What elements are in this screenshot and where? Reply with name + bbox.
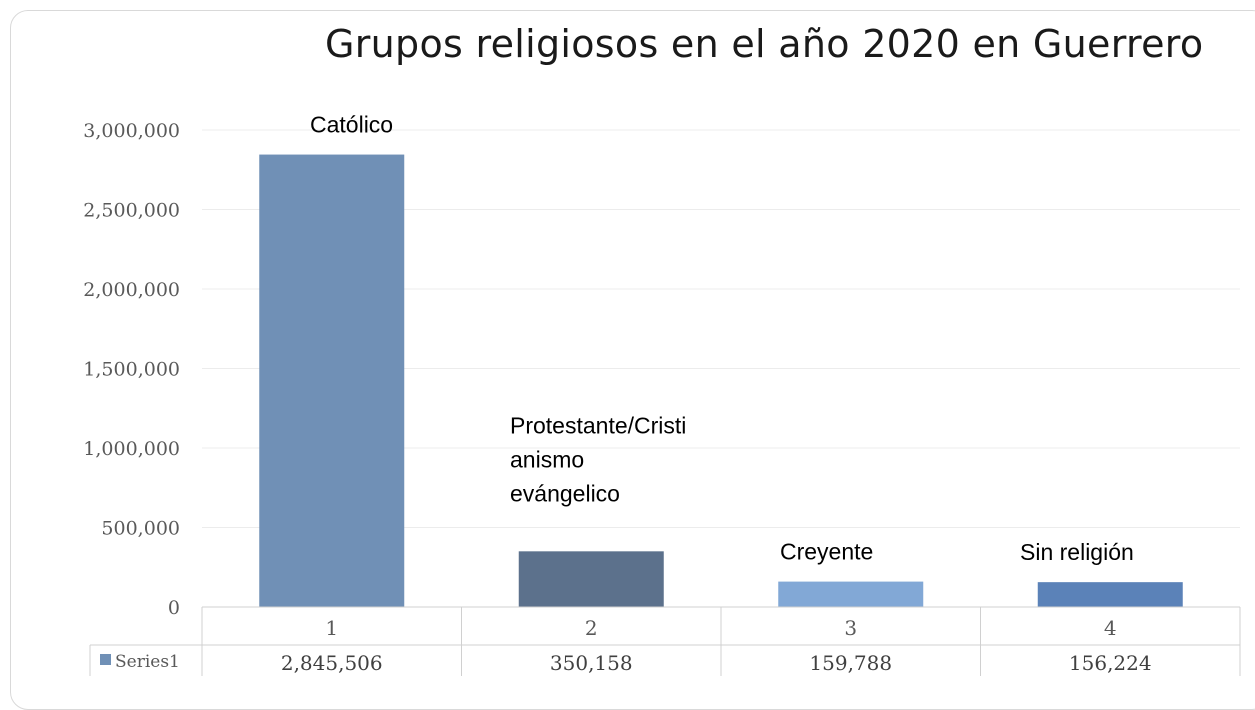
bar xyxy=(1037,582,1183,607)
bar xyxy=(259,154,405,607)
data-value-label: 2,845,506 xyxy=(281,651,383,675)
bar-label: anismo xyxy=(510,446,584,472)
data-value-label: 156,224 xyxy=(1069,651,1152,675)
data-value-label: 350,158 xyxy=(550,651,633,675)
bar xyxy=(518,551,664,607)
chart-title: Grupos religiosos en el año 2020 en Guer… xyxy=(325,22,1204,66)
x-category-label: 3 xyxy=(844,616,857,640)
y-tick-label: 500,000 xyxy=(101,518,180,540)
series-key-swatch xyxy=(100,654,111,665)
y-tick-label: 3,000,000 xyxy=(83,120,180,142)
bar-label: evángelico xyxy=(510,480,620,506)
y-tick-label: 0 xyxy=(168,597,180,619)
bar-label: Sin religión xyxy=(1020,539,1134,565)
bar-label: Católico xyxy=(310,112,393,138)
y-tick-label: 2,000,000 xyxy=(83,279,180,301)
chart-plot: 0 500,000 1,000,000 1,500,000 2,000,000 2,500… xyxy=(83,112,1241,676)
y-tick-label: 1,500,000 xyxy=(83,359,180,381)
y-tick-label: 2,500,000 xyxy=(83,200,180,222)
bar-label: Creyente xyxy=(780,539,873,565)
series-name-label: Series1 xyxy=(115,652,180,672)
x-category-label: 2 xyxy=(585,616,598,640)
bar-label: Protestante/Cristi xyxy=(510,412,686,438)
x-category-label: 1 xyxy=(325,616,338,640)
data-value-label: 159,788 xyxy=(809,651,892,675)
bar xyxy=(778,581,924,607)
x-category-label: 4 xyxy=(1104,616,1117,640)
y-tick-label: 1,000,000 xyxy=(83,438,180,460)
